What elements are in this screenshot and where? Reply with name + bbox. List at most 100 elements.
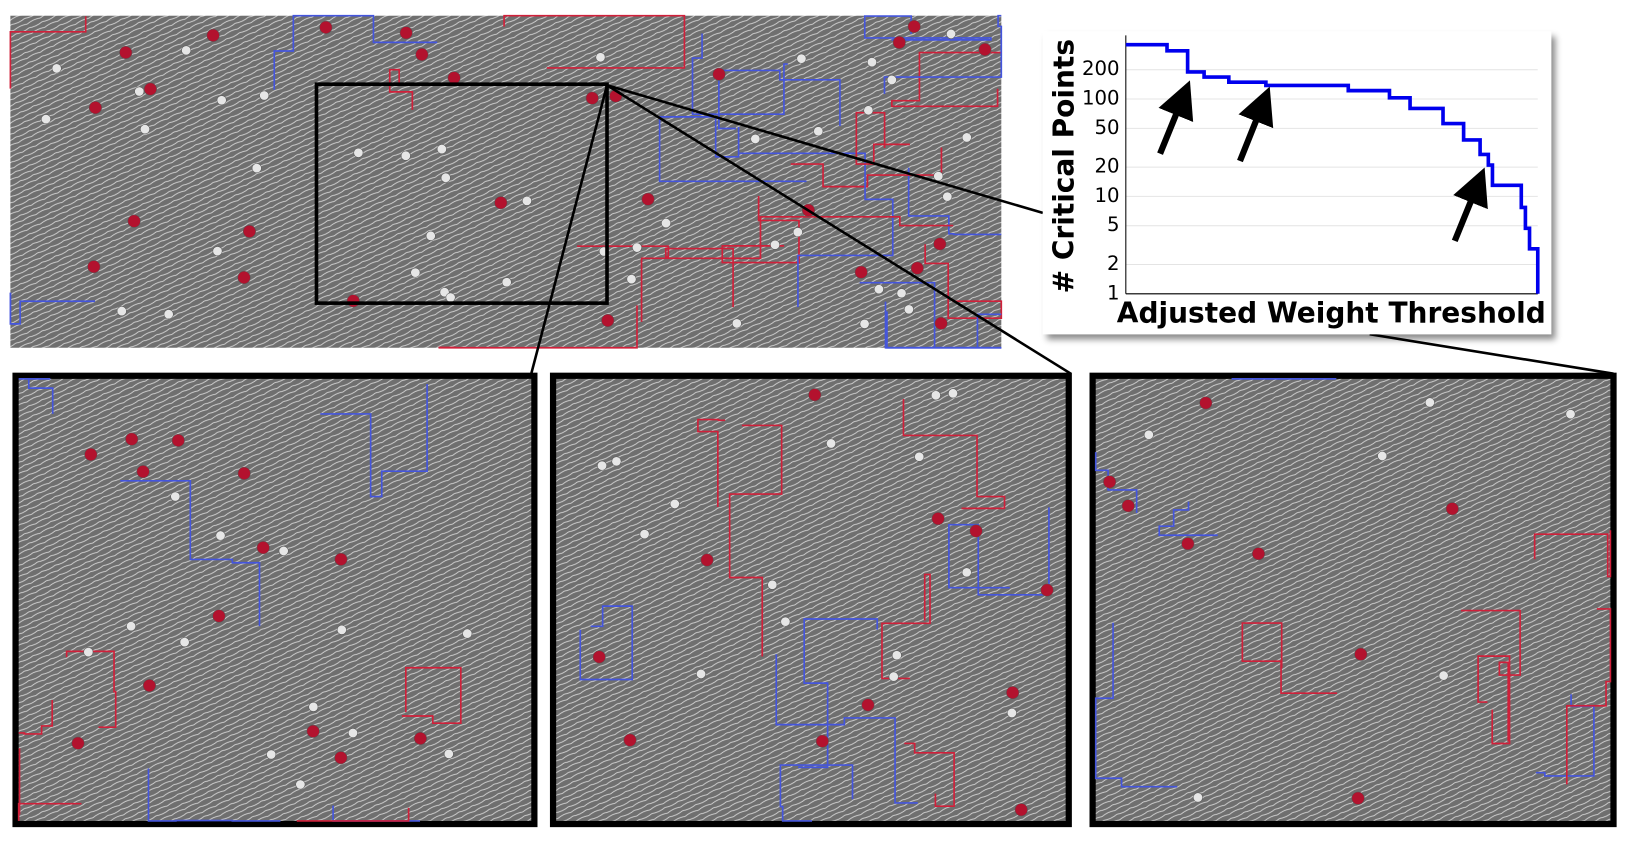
critical-point bbox=[136, 465, 150, 479]
separatrix bbox=[579, 605, 634, 681]
separatrix bbox=[503, 14, 686, 69]
critical-point bbox=[119, 46, 133, 59]
critical-point bbox=[930, 390, 941, 401]
critical-point bbox=[84, 447, 98, 461]
critical-point bbox=[413, 731, 427, 745]
connector bbox=[1369, 332, 1614, 375]
separatrix bbox=[739, 152, 894, 308]
separatrix bbox=[721, 195, 800, 264]
connector bbox=[606, 83, 1044, 215]
critical-point bbox=[910, 261, 924, 275]
separatrix bbox=[1094, 622, 1178, 788]
critical-point bbox=[891, 650, 902, 661]
critical-point bbox=[179, 637, 190, 648]
y-tick-label: 5 bbox=[1107, 213, 1120, 236]
critical-point bbox=[641, 192, 655, 206]
y-tick-label: 20 bbox=[1095, 155, 1120, 178]
critical-point bbox=[348, 728, 358, 738]
connector bbox=[606, 84, 1072, 375]
critical-point bbox=[750, 133, 761, 144]
critical-point bbox=[632, 242, 642, 253]
critical-point bbox=[661, 218, 671, 229]
critical-point bbox=[436, 144, 447, 155]
critical-point bbox=[116, 306, 127, 317]
critical-point bbox=[447, 71, 461, 85]
critical-point bbox=[669, 499, 680, 509]
critical-point bbox=[1040, 583, 1054, 597]
critical-point bbox=[597, 460, 607, 471]
separatrix bbox=[9, 16, 87, 89]
critical-point bbox=[143, 82, 157, 96]
critical-point bbox=[181, 45, 192, 56]
separatrix bbox=[65, 650, 117, 729]
critical-point bbox=[623, 733, 637, 747]
critical-point bbox=[611, 456, 622, 467]
separatrix bbox=[1533, 530, 1612, 578]
separatrix bbox=[779, 764, 854, 822]
critical-point bbox=[259, 90, 270, 101]
critical-point bbox=[978, 43, 992, 56]
critical-point bbox=[410, 267, 421, 278]
critical-point bbox=[780, 616, 791, 627]
critical-point bbox=[140, 124, 150, 135]
critical-point bbox=[942, 191, 953, 202]
y-tick-label: 200 bbox=[1082, 57, 1120, 80]
critical-point bbox=[440, 172, 451, 183]
critical-point bbox=[861, 698, 875, 712]
critical-point bbox=[796, 53, 807, 64]
separatrix bbox=[891, 51, 1002, 108]
critical-point bbox=[712, 67, 726, 81]
critical-point bbox=[948, 388, 958, 399]
critical-point bbox=[792, 227, 803, 238]
connector bbox=[530, 84, 609, 375]
critical-point bbox=[83, 647, 94, 658]
critical-point bbox=[1354, 647, 1368, 661]
critical-point bbox=[415, 48, 429, 62]
y-tick-label: 10 bbox=[1095, 184, 1120, 207]
critical-point bbox=[346, 294, 360, 308]
y-tick-label: 50 bbox=[1095, 116, 1120, 139]
arrow bbox=[1157, 80, 1194, 155]
critical-point bbox=[142, 679, 156, 693]
critical-point bbox=[256, 541, 270, 555]
separatrix bbox=[438, 305, 638, 349]
critical-point bbox=[308, 701, 319, 712]
chart-panel: # Critical Points Adjusted Weight Thresh… bbox=[1042, 31, 1552, 335]
critical-point bbox=[127, 214, 141, 228]
separatrix bbox=[907, 167, 1002, 236]
critical-point bbox=[443, 748, 454, 759]
critical-point bbox=[41, 114, 51, 125]
separatrix bbox=[697, 418, 726, 508]
separatrix bbox=[120, 479, 261, 627]
critical-point bbox=[212, 246, 223, 257]
separatrix bbox=[902, 399, 1006, 510]
y-tick-label: 100 bbox=[1082, 87, 1120, 110]
critical-point bbox=[295, 779, 306, 790]
critical-point bbox=[87, 260, 101, 274]
critical-point bbox=[242, 224, 256, 238]
critical-point bbox=[907, 20, 921, 33]
critical-point bbox=[696, 669, 706, 679]
separatrix bbox=[881, 573, 931, 680]
flow-visualizations bbox=[9, 14, 1617, 828]
separatrix bbox=[273, 14, 438, 90]
separatrix bbox=[296, 807, 410, 822]
separatrix bbox=[320, 383, 428, 498]
critical-point bbox=[1014, 803, 1028, 817]
separatrix bbox=[1460, 609, 1521, 742]
critical-point bbox=[961, 567, 972, 578]
critical-point bbox=[961, 132, 972, 143]
separatrix bbox=[924, 244, 1003, 320]
separatrix bbox=[18, 700, 54, 735]
separatrix bbox=[904, 742, 955, 808]
y-axis-label: # Critical Points bbox=[1048, 39, 1081, 293]
separatrix bbox=[9, 292, 96, 325]
separatrix bbox=[883, 14, 1003, 94]
critical-point bbox=[278, 546, 289, 556]
critical-point bbox=[266, 749, 277, 760]
critical-point bbox=[88, 101, 102, 115]
critical-point bbox=[854, 265, 868, 279]
critical-point bbox=[867, 57, 877, 68]
separatrix bbox=[1231, 378, 1337, 380]
